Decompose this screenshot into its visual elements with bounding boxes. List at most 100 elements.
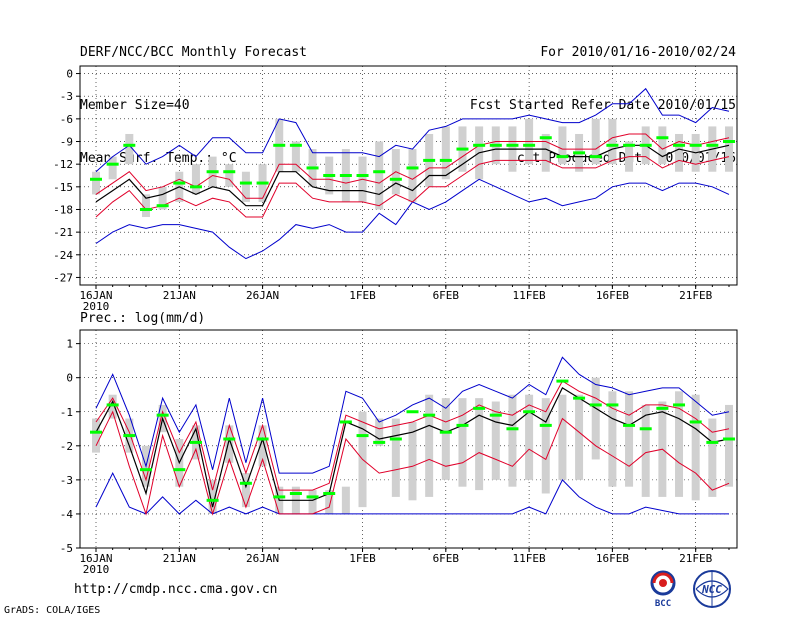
grads-credit: GrADS: COLA/IGES <box>4 605 101 616</box>
prec-xtick-label: 21FEB <box>679 552 712 565</box>
prec-box <box>225 425 234 463</box>
prec-box <box>308 490 317 514</box>
temp-box <box>92 171 100 195</box>
prec-box <box>641 404 650 497</box>
prec-box <box>625 391 634 487</box>
temp-frame <box>79 65 738 286</box>
temp-xtick-label: 26JAN <box>246 289 279 302</box>
member-size: Member Size=40 <box>80 98 190 113</box>
prec-panel: 1 0 -1 -2 -3 -4 -5 16JAN 21JAN 26JAN 1FEB 6FEB 11FEB… <box>60 329 738 576</box>
prec-box <box>458 398 467 487</box>
prec-ytick-label: -1 <box>60 406 73 419</box>
temp-ytick-label: -18 <box>53 203 73 216</box>
temp-ytick-label: -3 <box>60 90 73 103</box>
prec-year-label: 2010 <box>83 563 110 576</box>
temp-panel: 0 -3 -6 -9 -12 -15 -18 -21 -24 -27 16JAN 21JAN 26JAN… <box>53 65 738 313</box>
temp-box <box>591 118 600 165</box>
prec-ytick-label: -3 <box>60 474 73 487</box>
prec-inner-low-line <box>95 410 730 516</box>
prec-box <box>708 418 717 497</box>
prec-xtick-label: 16FEB <box>596 552 629 565</box>
prec-ytick-label: -4 <box>60 508 74 521</box>
bcc-logo-text: BCC <box>655 599 671 609</box>
chart-title: DERF/NCC/BCC Monthly Forecast <box>80 45 307 60</box>
prec-xtick-label: 26JAN <box>246 552 279 565</box>
ncc-logo-text: NCC <box>701 583 722 596</box>
temp-box <box>725 126 733 172</box>
temp-ytick-label: -24 <box>53 249 73 262</box>
temp-box <box>141 194 150 218</box>
prec-frame <box>79 329 738 549</box>
prec-outer-high-line <box>95 356 730 474</box>
prec-inner-high-line <box>95 380 730 491</box>
temp-ytick-label: -12 <box>53 158 73 171</box>
prec-box <box>441 398 450 480</box>
prec-box <box>108 394 117 419</box>
prec-box <box>258 425 267 467</box>
forecast-started: Fcst Started Refer Date 2010/01/15 <box>469 98 736 113</box>
prec-box <box>508 394 517 487</box>
temp-box <box>158 186 167 210</box>
prec-box <box>575 394 584 480</box>
temp-box <box>558 126 567 165</box>
temp-box <box>225 164 234 187</box>
temp-xtick-label: 16FEB <box>596 289 629 302</box>
prec-box <box>725 404 733 487</box>
prec-box <box>391 418 400 497</box>
prec-xtick-label: 6FEB <box>433 552 460 565</box>
bcc-logo: BCC <box>650 570 676 609</box>
temp-box <box>291 141 300 172</box>
temp-ytick-label: -9 <box>60 136 73 149</box>
prec-box <box>558 394 567 480</box>
prec-ytick-label: 0 <box>66 372 73 385</box>
variable-label-prec: Prec.: log(mm/d) <box>80 311 205 326</box>
temp-box <box>608 118 617 165</box>
temp-box <box>375 141 384 210</box>
temp-ytick-label: -27 <box>53 271 73 284</box>
temp-box <box>441 126 450 180</box>
temp-box <box>125 133 134 165</box>
prec-box <box>475 398 484 491</box>
prec-box <box>491 401 500 480</box>
temp-xtick-label: 21FEB <box>679 289 712 302</box>
prec-outer-low-line <box>95 471 729 515</box>
prec-box <box>675 391 684 497</box>
source-url[interactable]: http://cmdp.ncc.cma.gov.cn <box>74 582 278 597</box>
temp-ytick-label: -15 <box>53 181 73 194</box>
temp-box <box>675 133 684 172</box>
temp-box <box>241 171 250 202</box>
prec-ytick-label: -5 <box>60 542 73 555</box>
prec-box <box>325 490 334 514</box>
prec-box <box>425 394 434 497</box>
prec-ytick-label: 1 <box>66 338 73 351</box>
prec-box <box>691 394 700 501</box>
temp-ytick-label: 0 <box>66 68 73 81</box>
prec-box <box>341 486 350 514</box>
temp-box <box>108 156 117 180</box>
temp-year-label: 2010 <box>83 300 110 313</box>
ncc-logo: NCC <box>693 570 731 608</box>
temp-ytick-label: -6 <box>60 113 73 126</box>
temp-xtick-label: 21JAN <box>163 289 196 302</box>
prec-box <box>375 418 384 446</box>
prec-box <box>92 418 100 453</box>
forecast-period: For 2010/01/16-2010/02/24 <box>540 45 736 60</box>
temp-inner-high-line <box>95 133 730 199</box>
prec-box <box>608 391 617 487</box>
temp-outer-high-line <box>95 87 730 173</box>
temp-xtick-label: 6FEB <box>433 289 460 302</box>
temp-ytick-label: -21 <box>53 226 73 239</box>
temp-xtick-label: 1FEB <box>349 289 376 302</box>
prec-xtick-label: 21JAN <box>163 552 196 565</box>
prec-box <box>241 473 250 508</box>
prec-box <box>408 421 417 501</box>
temp-box <box>658 126 667 165</box>
prec-mean-line <box>95 387 730 508</box>
prec-ytick-label: -2 <box>60 440 73 453</box>
temp-xtick-label: 16JAN <box>79 289 112 302</box>
prec-xtick-label: 1FEB <box>349 552 376 565</box>
prec-box <box>208 479 217 514</box>
temp-xtick-label: 11FEB <box>513 289 546 302</box>
temp-box <box>541 133 550 172</box>
